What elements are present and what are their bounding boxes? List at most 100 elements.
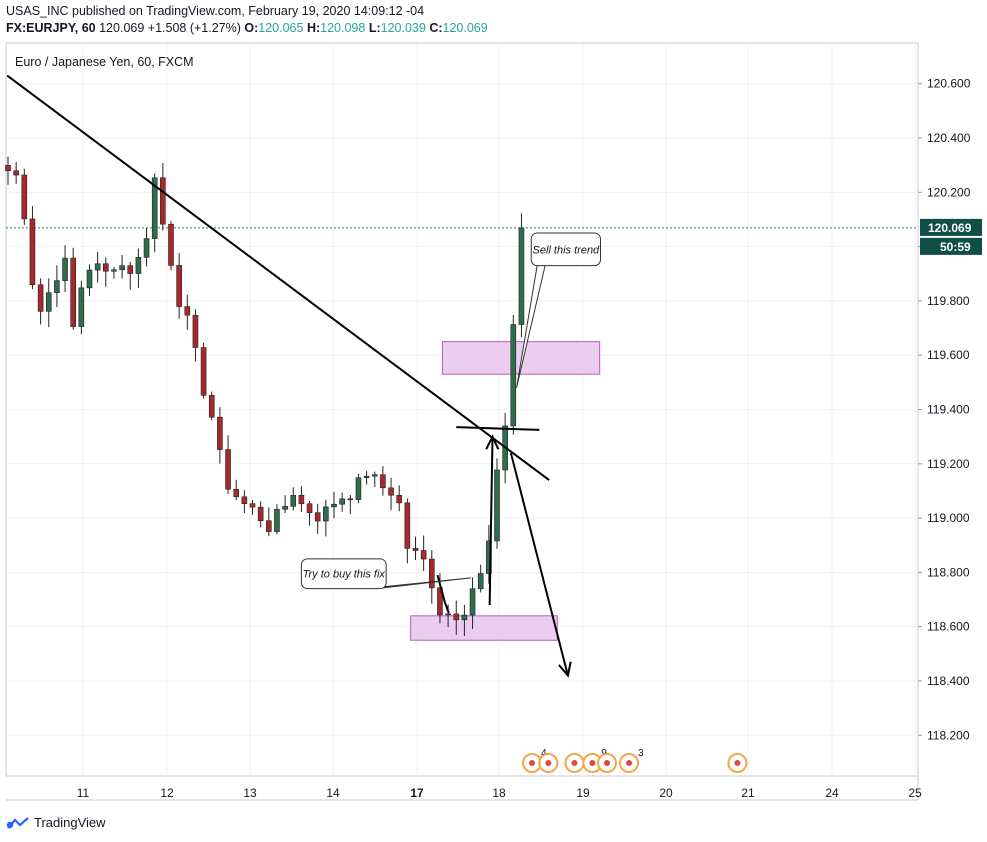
price-tags: 120.069 50:59 [920,218,982,255]
candle-body-35 [290,495,297,507]
up-arrow-shaft [488,436,494,605]
price-tick-label-6: 119.400 [927,403,970,417]
candle-body-58 [477,573,484,590]
candle-body-46 [380,474,386,489]
candle-body-30 [249,503,256,508]
publisher-line: USAS_INC published on TradingView.com, F… [6,4,425,18]
candle-body-13 [111,269,117,272]
candle-body-48 [396,494,403,504]
candle-body-36 [298,495,305,505]
candle-body-39 [323,506,329,522]
candle-body-12 [103,263,109,272]
candle-body-5 [45,292,52,312]
time-tick-label-10: 25 [908,786,922,800]
time-tick-label-9: 24 [825,786,839,800]
price-tick-label-3: 118.800 [927,565,970,579]
chart-title: Euro / Japanese Yen, 60, FXCM [15,55,194,69]
candle-body-16 [135,257,142,274]
descending-trendline [6,74,550,481]
candle-body-25 [208,395,215,418]
candle-body-42 [347,498,354,501]
price-tick-label-12: 120.600 [927,77,971,91]
candle-body-11 [94,263,101,271]
candle-body-1 [13,170,19,176]
time-tick-label-2: 13 [243,786,257,800]
time-tick-label-1: 12 [160,786,174,800]
candle-body-0 [5,165,11,172]
symbol-label[interactable]: FX:EURJPY, 60 [6,21,96,35]
candle-body-14 [119,265,125,271]
candle-body-2 [21,174,28,220]
candles [5,156,525,636]
candle-body-56 [461,614,468,621]
candle-body-10 [86,269,93,289]
buy-callout-box [300,558,387,590]
up-arrow-head [485,434,500,450]
candle-body-29 [241,496,248,504]
event-dot-1 [545,760,552,766]
candle-body-26 [217,416,223,450]
low-label: L: [368,21,381,35]
candle-body-43 [355,477,362,500]
candle-body-3 [29,218,36,286]
event-dot-2 [571,760,578,766]
close-value: 120.069 [442,21,488,35]
price-axis: 118.200 118.400 118.600 118.800 119.000 119.2… [918,77,971,742]
event-label-0: 4 [541,748,547,759]
event-label-5: 3 [638,748,644,759]
event-dot-3 [589,760,596,766]
sell-callout-text: Sell this trend [533,244,601,256]
candle-body-44 [363,475,370,478]
close-label: C: [429,21,443,35]
price-tick-label-0: 118.200 [927,728,970,742]
price-tick-label-11: 120.400 [927,131,971,145]
candle-body-51 [420,550,427,560]
low-value: 120.039 [380,21,426,35]
countdown-tag-bg [920,237,982,255]
open-value: 120.065 [258,21,304,35]
event-dot-0 [529,760,536,766]
candle-body-41 [339,498,345,505]
price-tick-label-4: 119.000 [927,511,970,525]
footer[interactable]: TradingView [6,815,106,830]
candle-body-57 [469,588,476,616]
candle-body-34 [282,506,288,510]
price-change: +1.508 (+1.27%) [147,21,241,35]
horizontal-level [456,426,540,431]
last-price-tag: 120.069 [928,221,972,235]
candle-body-32 [265,520,272,532]
candle-body-54 [445,613,451,616]
last-price: 120.069 [99,21,145,35]
price-tick-label-10: 120.200 [927,185,971,199]
candle-body-63 [518,227,525,325]
time-tick-label-5: 18 [492,786,506,800]
price-tick-label-2: 118.600 [927,620,970,634]
buy-callout-text: Try to buy this fix [303,569,386,581]
time-tick-label-0: 11 [77,786,90,800]
candle-body-50 [412,548,419,551]
price-tick-label-8: 119.800 [927,294,970,308]
candle-body-27 [225,449,231,490]
high-value: 120.098 [320,21,366,35]
candle-body-20 [168,223,174,266]
drawings [6,74,572,678]
candle-body-47 [388,487,394,496]
candle-body-23 [192,314,199,348]
time-tick-label-3: 14 [326,786,340,800]
last-price-tag-bg [920,218,982,236]
price-tick-label-7: 119.600 [927,348,970,362]
zones [410,341,601,641]
candle-body-37 [306,503,313,514]
callouts: Sell this trend Try to buy this fix [300,232,602,590]
candle-body-19 [160,177,166,225]
time-tick-label-7: 20 [659,786,673,800]
time-tick-label-8: 21 [741,786,755,800]
event-markers: 493 [522,748,748,773]
demand-zone [410,615,558,641]
candle-body-60 [494,469,500,542]
time-axis: 11 12 13 14 17 18 19 20 21 24 25 [77,786,922,800]
candle-body-21 [176,265,182,307]
ohlc-line: FX:EURJPY, 60 120.069 +1.508 (+1.27%) O:… [6,21,488,35]
tradingview-logo-icon [6,816,29,829]
